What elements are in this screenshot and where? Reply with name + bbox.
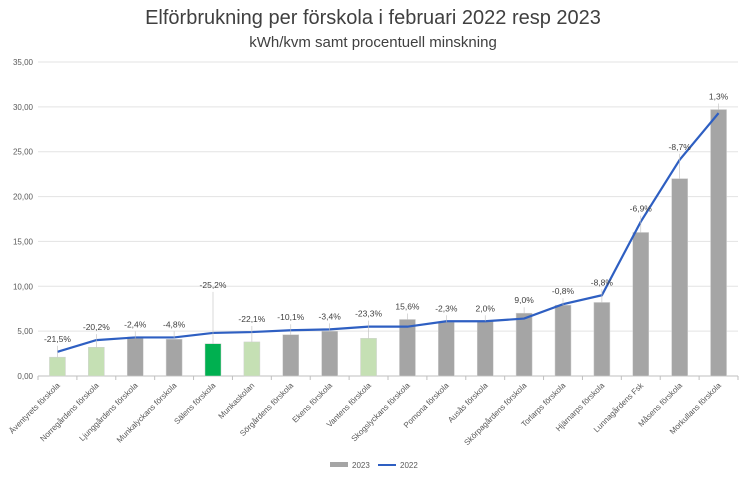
x-tick-label: Ausås förskola [446,381,490,425]
legend-label-2022: 2022 [400,461,418,470]
data-label: -6,9% [630,204,653,214]
bar [671,178,688,377]
bar [88,347,105,377]
data-label: -22,1% [238,314,265,324]
y-tick-label: 5,00 [17,327,33,336]
y-tick-label: 25,00 [13,148,34,157]
data-label: -20,2% [83,322,110,332]
bar [438,321,455,377]
y-tick-label: 15,00 [13,237,34,246]
data-label: -10,1% [277,312,304,322]
data-label: -8,8% [591,277,614,287]
x-tick-label: Sälens förskola [172,381,217,426]
chart-title: Elförbrukning per förskola i februari 20… [145,7,601,29]
bar [165,338,183,377]
bar [321,330,338,377]
bar [204,343,222,377]
bar [632,232,650,377]
data-label: -21,5% [44,334,71,344]
data-label: -3,4% [319,311,342,321]
data-label: -2,4% [124,319,147,329]
x-tick-label: Ekens förskola [291,381,335,425]
data-label: -23,3% [355,309,382,319]
bar [126,338,144,377]
legend: 2023 2022 [330,461,418,470]
series-line-2022 [57,112,720,353]
bar [49,356,66,377]
data-label: -8,7% [669,142,692,152]
data-label: -25,2% [200,280,227,290]
bar [360,338,377,377]
y-tick-label: 20,00 [13,193,34,202]
bar [515,312,533,377]
data-label: 9,0% [514,295,534,305]
y-tick-label: 0,00 [17,372,33,381]
bar [593,302,611,377]
bar [554,304,572,377]
bar [710,109,727,377]
data-label: 2,0% [476,303,496,313]
bar [399,319,416,377]
bar [243,341,261,377]
data-label: 1,3% [709,92,729,102]
data-label: -0,8% [552,286,575,296]
x-tick-label: Munkaskolan [217,381,257,421]
bar [476,321,494,377]
legend-swatch-2023 [330,462,348,467]
data-label: 15,6% [395,301,420,311]
legend-label-2023: 2023 [352,461,370,470]
data-label: -4,8% [163,319,186,329]
y-tick-label: 35,00 [13,58,34,67]
y-tick-label: 30,00 [13,103,34,112]
bar [282,334,300,377]
data-label: -2,3% [435,303,458,313]
y-tick-label: 10,00 [13,282,34,291]
chart-subtitle: kWh/kvm samt procentuell minskning [249,34,497,51]
